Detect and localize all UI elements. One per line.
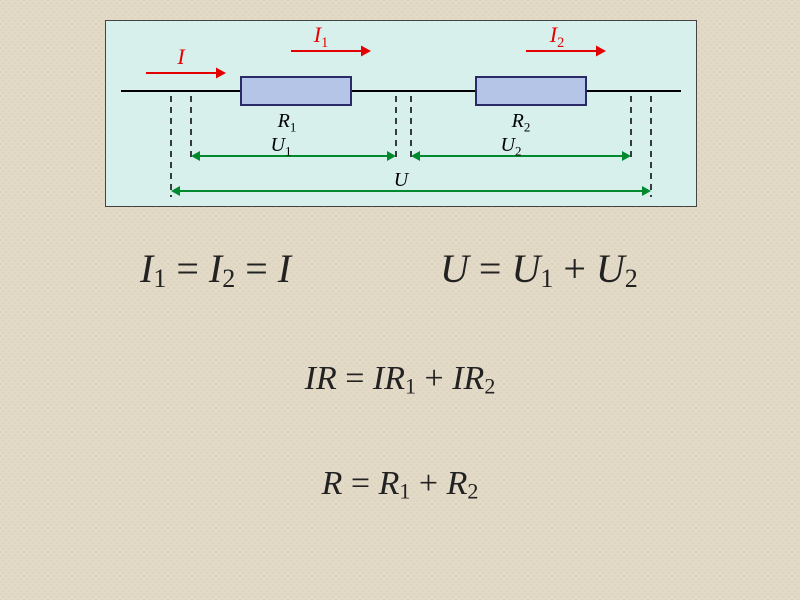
- circuit-diagram-panel: R1 R2 I I1 I2 U1 U2 U: [105, 20, 697, 207]
- arrow-head-icon: [171, 186, 180, 196]
- arrow-head-icon: [191, 151, 200, 161]
- diagram-label: R1: [277, 110, 297, 134]
- diagram-label: I2: [549, 22, 564, 51]
- arrow-head-icon: [216, 68, 226, 79]
- diagram-label: I1: [313, 22, 328, 51]
- arrow-head-icon: [387, 151, 396, 161]
- arrow-head-icon: [596, 46, 606, 57]
- equation-row-3: R = R1 + R2: [0, 465, 800, 504]
- equation-ir-sum: IR = IR1 + IR2: [305, 360, 496, 399]
- resistor-r1: [241, 77, 351, 105]
- diagram-label: I: [176, 44, 186, 69]
- arrow-head-icon: [411, 151, 420, 161]
- equation-voltage-sum: U = U1 + U2: [440, 245, 638, 294]
- arrow-head-icon: [361, 46, 371, 57]
- diagram-label: R2: [511, 110, 531, 134]
- diagram-label: U: [394, 169, 410, 191]
- resistor-r2: [476, 77, 586, 105]
- equation-row-2: IR = IR1 + IR2: [0, 360, 800, 399]
- equation-resistance-sum: R = R1 + R2: [322, 465, 479, 504]
- slide-root: R1 R2 I I1 I2 U1 U2 U I1 = I2 = I U = U1 + U2 I…: [0, 0, 800, 600]
- arrow-head-icon: [642, 186, 651, 196]
- equation-currents-equal: I1 = I2 = I: [140, 245, 291, 294]
- diagram-label: U2: [501, 134, 522, 158]
- arrow-head-icon: [622, 151, 631, 161]
- diagram-label: U1: [271, 134, 292, 158]
